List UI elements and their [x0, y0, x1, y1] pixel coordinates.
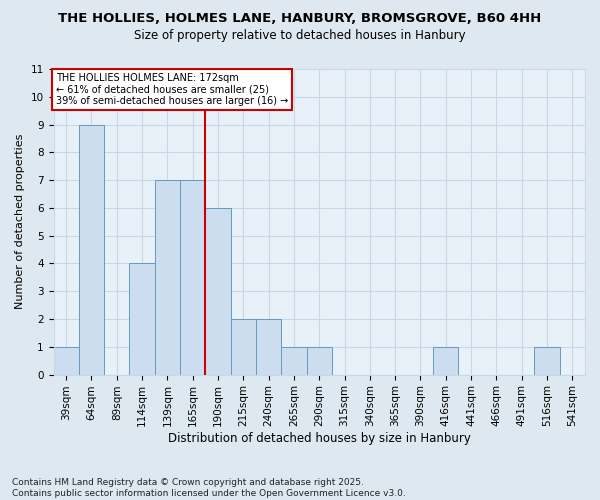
Bar — [307, 347, 332, 374]
Text: Contains HM Land Registry data © Crown copyright and database right 2025.
Contai: Contains HM Land Registry data © Crown c… — [12, 478, 406, 498]
Bar — [130, 264, 155, 374]
Bar — [535, 347, 560, 374]
Bar — [79, 124, 104, 374]
Bar — [205, 208, 230, 374]
Y-axis label: Number of detached properties: Number of detached properties — [15, 134, 25, 310]
Text: Size of property relative to detached houses in Hanbury: Size of property relative to detached ho… — [134, 29, 466, 42]
Bar — [256, 319, 281, 374]
Bar — [53, 347, 79, 374]
Bar — [155, 180, 180, 374]
Bar — [180, 180, 205, 374]
X-axis label: Distribution of detached houses by size in Hanbury: Distribution of detached houses by size … — [168, 432, 471, 445]
Text: THE HOLLIES HOLMES LANE: 172sqm
← 61% of detached houses are smaller (25)
39% of: THE HOLLIES HOLMES LANE: 172sqm ← 61% of… — [56, 73, 289, 106]
Bar — [433, 347, 458, 374]
Text: THE HOLLIES, HOLMES LANE, HANBURY, BROMSGROVE, B60 4HH: THE HOLLIES, HOLMES LANE, HANBURY, BROMS… — [58, 12, 542, 26]
Bar — [281, 347, 307, 374]
Bar — [230, 319, 256, 374]
